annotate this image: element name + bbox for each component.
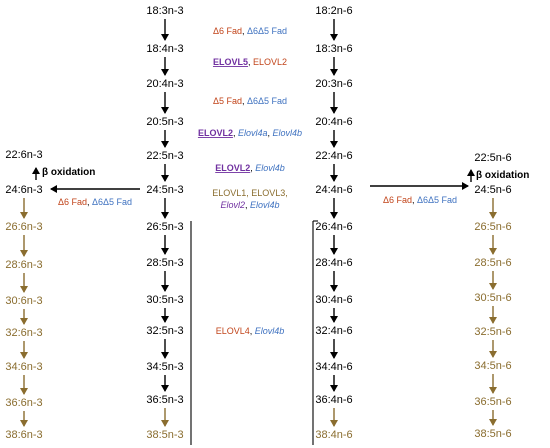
node-n3_10: 34:5n-3 [146,361,183,373]
node-n3_3: 20:5n-3 [146,116,183,128]
node-n6_11: 36:4n-6 [315,394,352,406]
node-n6_5: 24:4n-6 [315,184,352,196]
node-n6_3: 20:4n-6 [315,116,352,128]
node-b3_1: 24:6n-3 [5,184,42,196]
node-n3_2: 20:4n-3 [146,78,183,90]
connector-lines [190,220,318,445]
node-b6_3: 28:5n-6 [474,257,511,269]
node-b6_8: 38:5n-6 [474,428,511,440]
enzyme-label-enz-elovl4: ELOVL4, Elovl4b [216,326,285,336]
node-b6_7: 36:5n-6 [474,396,511,408]
node-b6_1: 24:5n-6 [474,184,511,196]
node-b3_0: 22:6n-3 [5,149,42,161]
arrows [20,19,497,427]
node-b3_5: 32:6n-3 [5,327,42,339]
enzyme-label-enz-elovl2a: ELOVL2, Elovl4a, Elovl4b [198,128,302,138]
node-n3_12: 38:5n-3 [146,429,183,441]
node-n6_4: 22:4n-6 [315,150,352,162]
enzyme-label-enz-d6-right: Δ6 Fad, Δ6Δ5 Fad [383,195,457,205]
node-b3_7: 36:6n-3 [5,397,42,409]
enzyme-label-enz-d6-left: Δ6 Fad, Δ6Δ5 Fad [58,197,132,207]
node-b3_6: 34:6n-3 [5,361,42,373]
enzyme-label-enz-elovl2b: ELOVL2, Elovl4b [215,163,285,173]
node-n3_0: 18:3n-3 [146,5,183,17]
beta-oxidation-right: β oxidation [476,170,529,181]
node-n6_10: 34:4n-6 [315,361,352,373]
node-n6_8: 30:4n-6 [315,294,352,306]
labels: 18:3n-3 18:4n-3 20:4n-3 20:5n-3 22:5n-3 24:5n… [5,5,529,441]
node-n6_0: 18:2n-6 [315,5,352,17]
enzyme-label-enz-elovl5: ELOVL5, ELOVL2 [213,57,287,67]
node-n3_11: 36:5n-3 [146,394,183,406]
node-b6_5: 32:5n-6 [474,326,511,338]
node-n6_6: 26:4n-6 [315,221,352,233]
node-b6_0: 22:5n-6 [474,152,511,164]
node-n3_7: 28:5n-3 [146,257,183,269]
node-b3_8: 38:6n-3 [5,429,42,441]
node-n3_9: 32:5n-3 [146,325,183,337]
node-n3_6: 26:5n-3 [146,221,183,233]
node-n3_8: 30:5n-3 [146,294,183,306]
enzyme-label-enz-d5: Δ5 Fad, Δ6Δ5 Fad [213,96,287,106]
node-n3_5: 24:5n-3 [146,184,183,196]
enzyme-label-enz-elovl-multi-1: ELOVL1, ELOVL3, [212,188,288,198]
node-n3_4: 22:5n-3 [146,150,183,162]
beta-oxidation-left: β oxidation [42,167,95,178]
enzyme-label-enz-elovl-multi-2: Elovl2, Elovl4b [220,200,279,210]
node-n6_9: 32:4n-6 [315,325,352,337]
node-n6_1: 18:3n-6 [315,43,352,55]
node-b6_2: 26:5n-6 [474,221,511,233]
node-n6_2: 20:3n-6 [315,78,352,90]
node-n3_1: 18:4n-3 [146,43,183,55]
node-b3_3: 28:6n-3 [5,259,42,271]
node-b6_4: 30:5n-6 [474,292,511,304]
node-n6_7: 28:4n-6 [315,257,352,269]
node-b6_6: 34:5n-6 [474,360,511,372]
enzyme-label-enz-d6-1: Δ6 Fad, Δ6Δ5 Fad [213,26,287,36]
node-b3_2: 26:6n-3 [5,221,42,233]
node-b3_4: 30:6n-3 [5,295,42,307]
node-n6_12: 38:4n-6 [315,429,352,441]
